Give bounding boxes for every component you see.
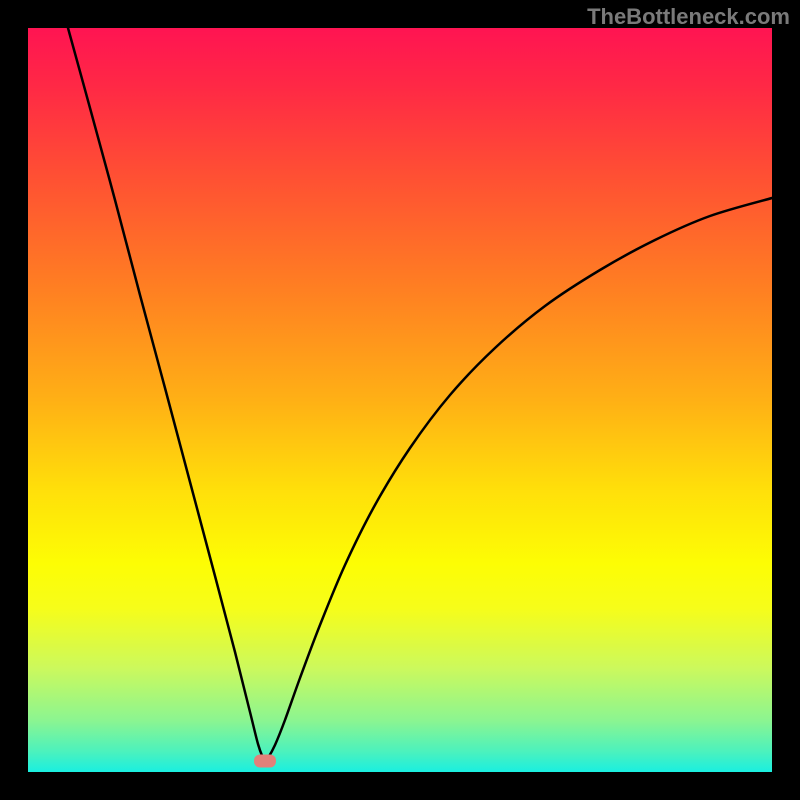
- vertex-marker: [254, 755, 276, 768]
- watermark-text: TheBottleneck.com: [587, 4, 790, 30]
- plot-background: [28, 28, 772, 772]
- chart-container: TheBottleneck.com: [0, 0, 800, 800]
- bottleneck-chart: [0, 0, 800, 800]
